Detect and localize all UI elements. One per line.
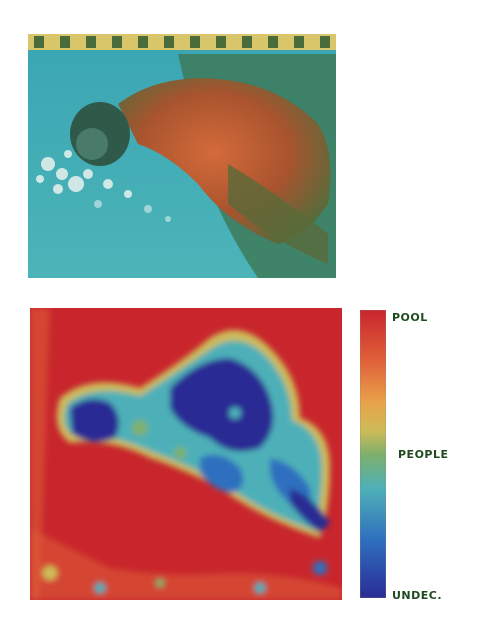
colorbar-label-people: PEOPLE: [398, 448, 449, 461]
colorbar-label-undecided: UNDEC.: [392, 589, 442, 602]
colorbar: [360, 310, 386, 598]
swimmer-photo: [28, 34, 336, 278]
classification-map: [30, 308, 342, 600]
colorbar-label-pool: POOL: [392, 311, 428, 324]
